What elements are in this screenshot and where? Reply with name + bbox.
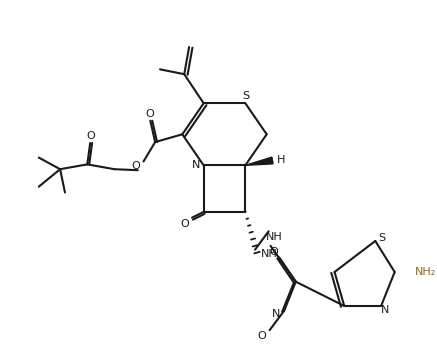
Text: N: N	[272, 309, 281, 319]
Text: O: O	[145, 109, 154, 119]
Text: N: N	[192, 160, 200, 170]
Text: NH: NH	[266, 232, 283, 242]
Text: NH: NH	[261, 249, 278, 259]
Text: O: O	[87, 131, 96, 141]
Text: N: N	[381, 305, 389, 315]
Text: O: O	[257, 331, 266, 341]
Text: O: O	[269, 247, 278, 257]
Text: H: H	[277, 156, 285, 165]
Text: S: S	[378, 233, 385, 243]
Text: O: O	[132, 161, 140, 171]
Text: NH₂: NH₂	[415, 267, 436, 277]
Text: O: O	[181, 219, 190, 228]
Text: S: S	[242, 92, 249, 101]
Polygon shape	[245, 157, 273, 165]
